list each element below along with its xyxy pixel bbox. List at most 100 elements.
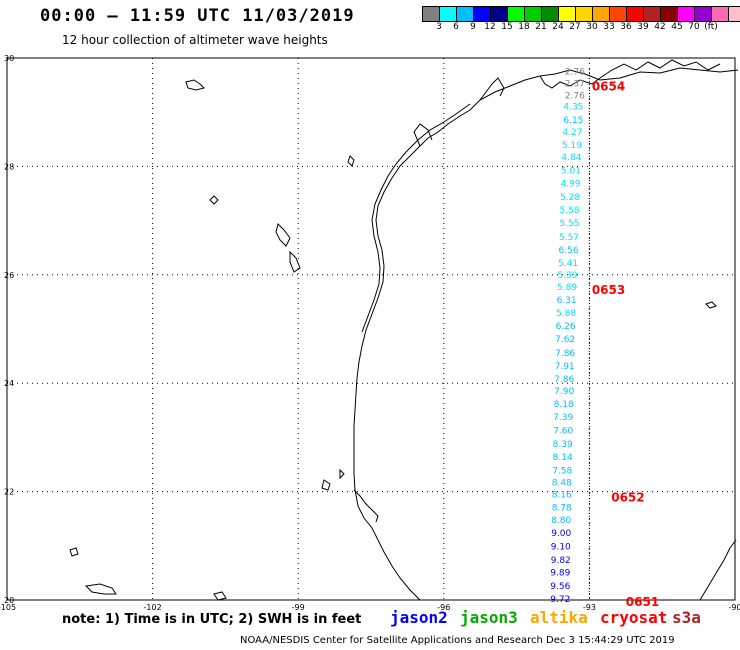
lake-7 (213, 591, 227, 601)
color-scale-label: 6 (453, 22, 459, 32)
swh-value: 5.88 (556, 309, 576, 319)
swh-value: 8.18 (554, 400, 574, 410)
satellite-legend-item: jason2 (390, 608, 448, 627)
swh-value: 7.60 (553, 427, 573, 437)
swh-value: 7.62 (555, 335, 575, 345)
footer-credit: NOAA/NESDIS Center for Satellite Applica… (240, 635, 675, 646)
coastline-veracruz (353, 489, 379, 523)
swh-value: 6.56 (559, 246, 579, 256)
color-swatch (593, 7, 610, 21)
latitude-label: 20 (4, 596, 14, 605)
color-swatch (491, 7, 508, 21)
units-note: note: 1) Time is in UTC; 2) SWH is in fe… (62, 612, 362, 627)
swh-value: 5.19 (562, 141, 582, 151)
time-marks: 0654 0653 0652 0651 (592, 80, 659, 609)
color-swatch (644, 7, 661, 21)
swh-value: 4.99 (560, 179, 580, 189)
swh-value: 7.86 (554, 375, 574, 385)
lake-5 (209, 195, 219, 205)
coastline-mainland (353, 67, 739, 601)
island-small (69, 547, 79, 557)
color-swatch (508, 7, 525, 21)
color-swatch (610, 7, 627, 21)
color-swatch (712, 7, 729, 21)
satellite-legend-item: jason3 (460, 608, 518, 627)
color-swatch (559, 7, 576, 21)
color-scale-label: 30 (586, 22, 598, 32)
color-swatch (440, 7, 457, 21)
island-south (84, 583, 117, 595)
color-scale-label: 42 (654, 22, 666, 32)
latitude-label: 22 (4, 488, 14, 497)
color-scale-label: (ft) (704, 22, 718, 32)
color-scale-label: 27 (569, 22, 581, 32)
lake-3 (289, 250, 301, 273)
swh-value: 5.28 (560, 193, 580, 203)
color-swatch (525, 7, 542, 21)
lake-2 (275, 223, 291, 247)
satellite-legend-item: s3a (672, 608, 701, 627)
latitude-label: 24 (4, 379, 14, 388)
color-scale-label: 18 (518, 22, 530, 32)
swh-points: 2.762.372.764.356.154.275.194.845.014.99… (550, 67, 590, 605)
swh-value: 9.10 (551, 543, 571, 553)
swh-value: 6.15 (563, 116, 583, 126)
swh-value: 5.58 (559, 206, 579, 216)
coastline-louisiana-marsh (539, 59, 721, 89)
color-scale-label: 3 (436, 22, 442, 32)
swh-value: 7.91 (555, 362, 575, 372)
swh-value: 8.78 (552, 504, 572, 514)
color-scale-label: 24 (552, 22, 564, 32)
color-swatch (678, 7, 695, 21)
color-scale-label: 39 (637, 22, 649, 32)
longitude-label: -99 (292, 603, 305, 612)
color-swatch (729, 7, 740, 21)
coastline-bay (479, 77, 505, 101)
swh-value: 4.84 (561, 153, 581, 163)
swh-value: 2.76 (565, 92, 585, 102)
coastline-galveston (413, 123, 433, 147)
swh-value: 8.14 (553, 453, 573, 463)
color-scale-label: 45 (671, 22, 683, 32)
latitude-label: 28 (4, 162, 14, 171)
lake-4 (347, 155, 355, 167)
map-subtitle: 12 hour collection of altimeter wave hei… (62, 33, 328, 47)
swh-value: 2.37 (565, 80, 585, 90)
swh-value: 8.48 (552, 479, 572, 489)
color-scale-label: 9 (470, 22, 476, 32)
swh-value: 8.80 (551, 516, 571, 526)
coastline-campeche (699, 539, 737, 601)
time-mark-label: 0653 (592, 283, 625, 297)
swh-value: 4.27 (562, 128, 582, 138)
color-swatch (576, 7, 593, 21)
color-scale-label: 70 (688, 22, 700, 32)
swh-value: 5.39 (558, 271, 578, 281)
swh-value: 9.82 (551, 556, 571, 566)
longitude-label: -93 (583, 603, 596, 612)
swh-value: 7.58 (552, 467, 572, 477)
swh-value: 7.90 (554, 387, 574, 397)
color-swatch (627, 7, 644, 21)
lake-9 (705, 301, 717, 309)
swh-value: 9.89 (550, 569, 570, 579)
swh-value: 5.01 (561, 166, 581, 176)
swh-value: 7.39 (553, 413, 573, 423)
latitude-label: 30 (4, 54, 14, 63)
satellite-legend-item: cryosat (600, 608, 668, 627)
swh-value: 9.00 (551, 529, 571, 539)
color-swatch (474, 7, 491, 21)
time-mark-label: 0651 (626, 595, 659, 609)
color-swatch (457, 7, 474, 21)
time-mark-label: 0652 (611, 491, 644, 505)
lake-6 (321, 479, 331, 491)
coastline (69, 59, 739, 601)
swh-value: 9.72 (550, 595, 570, 605)
color-scale-label: 15 (501, 22, 513, 32)
satellite-legend-item: altika (530, 608, 588, 627)
longitude-label: -102 (144, 603, 162, 612)
swh-value: 5.57 (559, 233, 579, 243)
color-scale-label: 36 (620, 22, 632, 32)
swh-value: 4.35 (563, 102, 583, 112)
lake-1 (185, 79, 205, 91)
